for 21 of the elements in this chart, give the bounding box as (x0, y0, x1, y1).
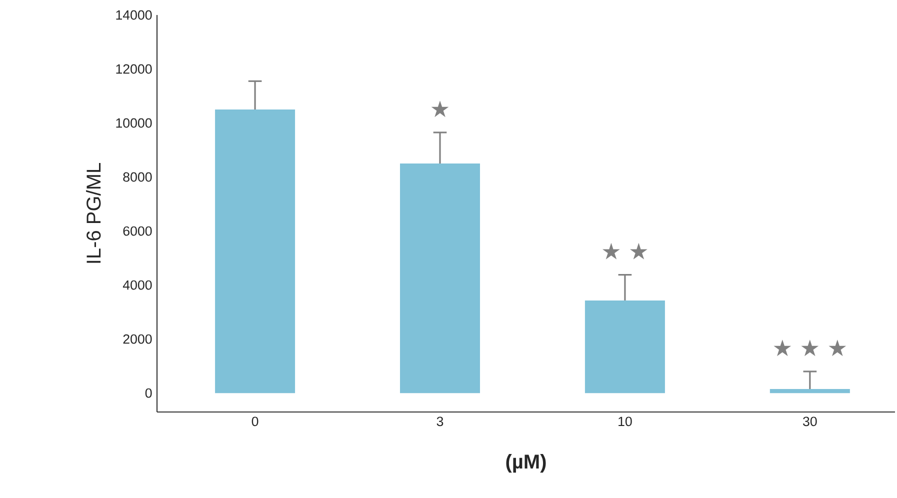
bar (215, 110, 296, 394)
y-tick-label: 6000 (123, 226, 152, 236)
y-tick-label: 0 (145, 388, 152, 398)
bar (584, 300, 665, 394)
x-tick-label: 30 (803, 416, 817, 426)
annotation: ★ ★ ★ (774, 340, 846, 356)
y-tick-label: 4000 (122, 280, 152, 290)
y-tick-label: 12000 (116, 64, 152, 74)
y-tick-label: 8000 (123, 172, 152, 182)
y-tick-label: 10000 (116, 118, 152, 128)
annotation: ★ ★ (602, 242, 648, 260)
bar (770, 389, 850, 394)
y-tick-label: 2000 (123, 334, 152, 344)
x-tick-label: 10 (618, 416, 632, 426)
y-tick-label: 14000 (116, 10, 152, 20)
bar (400, 164, 480, 394)
x-tick-label: 3 (436, 416, 444, 426)
annotation: ★ (431, 100, 449, 118)
y-axis-title: IL-6 PG/ML (86, 163, 101, 263)
x-tick-label: 0 (252, 416, 258, 426)
x-axis-title: (µM) (506, 454, 546, 473)
